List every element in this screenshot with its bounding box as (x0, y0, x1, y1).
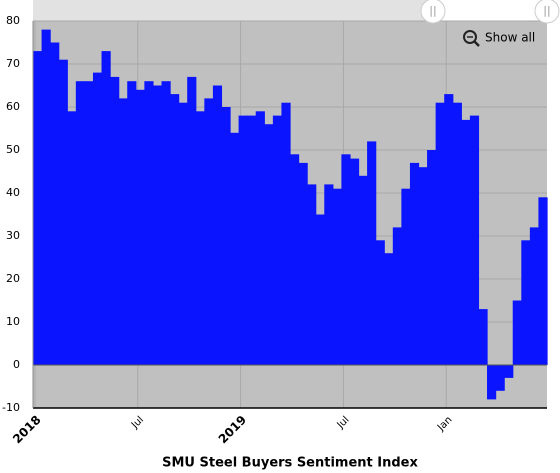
step-bar (307, 184, 317, 365)
step-bar (195, 111, 205, 365)
plot: -10 0 10 20 30 40 50 60 70 80 2018 Jul 2019 Jul Jan (2, 14, 548, 446)
step-bar (212, 85, 223, 365)
step-bar (487, 365, 497, 400)
step-bar (247, 115, 257, 365)
y-tick-label: 40 (6, 186, 20, 199)
step-bar (298, 162, 308, 365)
x-tick-label: Jan (435, 414, 454, 433)
step-bar (152, 85, 163, 365)
step-bar (67, 111, 77, 365)
step-bar (170, 94, 180, 365)
y-tick-label: 0 (13, 358, 20, 371)
step-bar (290, 154, 300, 365)
step-bar (238, 115, 248, 365)
scrollbar-track[interactable] (33, 0, 547, 21)
step-bar (187, 76, 197, 366)
step-bar (469, 115, 480, 365)
step-bar (384, 253, 394, 365)
step-bar (358, 175, 368, 365)
step-bar (41, 29, 51, 365)
x-tick-label: 2018 (10, 413, 44, 447)
y-tick-label: 60 (6, 100, 20, 113)
step-bar (144, 81, 154, 365)
step-bar (127, 81, 137, 365)
step-bar (409, 162, 420, 365)
step-bar (135, 89, 145, 366)
step-bar (75, 81, 85, 365)
step-bar (84, 81, 94, 365)
x-tick-label: Jul (335, 414, 352, 431)
show-all-button[interactable]: Show all (463, 30, 535, 47)
step-bar (255, 111, 265, 365)
x-tick-label: 2019 (216, 413, 250, 447)
step-bar (272, 115, 283, 365)
y-tick-label: 20 (6, 272, 20, 285)
show-all-label[interactable]: Show all (485, 31, 535, 45)
step-bar (264, 124, 274, 365)
step-bar (392, 227, 402, 365)
step-bar (444, 94, 454, 365)
step-bar (452, 102, 462, 365)
scrollbar-handle[interactable] (420, 0, 446, 24)
step-bar (461, 119, 471, 366)
scrollbar-handle[interactable] (534, 0, 560, 24)
step-bar (204, 98, 214, 366)
step-bar (33, 51, 43, 365)
y-tick-label: -10 (2, 401, 20, 414)
step-bar (401, 188, 411, 365)
scrollbar-selection[interactable] (433, 0, 547, 21)
y-tick-label: 70 (6, 57, 20, 70)
step-bar (315, 214, 325, 365)
step-bar (110, 76, 120, 366)
step-bar (367, 141, 377, 365)
step-bar (512, 300, 522, 365)
step-bar (161, 81, 171, 365)
step-bar (230, 132, 240, 365)
step-bar (341, 154, 351, 365)
step-bar (92, 72, 103, 365)
y-tick-label: 10 (6, 315, 20, 328)
handle-grip: || (429, 4, 436, 17)
chart-title: SMU Steel Buyers Sentiment Index (162, 456, 418, 471)
step-bar (495, 365, 505, 391)
step-bar (529, 227, 540, 365)
y-tick-label: 30 (6, 229, 20, 242)
step-bar (375, 240, 385, 365)
step-bar (478, 309, 488, 365)
step-bar (418, 167, 428, 365)
step-bar (427, 150, 437, 365)
step-bar (58, 59, 68, 365)
step-bar (101, 51, 111, 365)
step-bar (118, 98, 128, 366)
step-bar (332, 188, 342, 365)
step-bar (504, 365, 514, 378)
step-bar (50, 42, 60, 365)
step-bar (281, 102, 291, 365)
step-bar (324, 184, 334, 365)
y-tick-label: 50 (6, 143, 20, 156)
step-bar (521, 240, 531, 365)
step-bar (538, 197, 548, 365)
step-bar (435, 102, 445, 365)
x-tick-label: Jul (129, 414, 146, 431)
step-bar (178, 102, 188, 365)
step-bar (221, 107, 231, 365)
step-bar (349, 158, 360, 365)
handle-grip: || (543, 4, 550, 17)
y-tick-label: 80 (6, 14, 20, 27)
